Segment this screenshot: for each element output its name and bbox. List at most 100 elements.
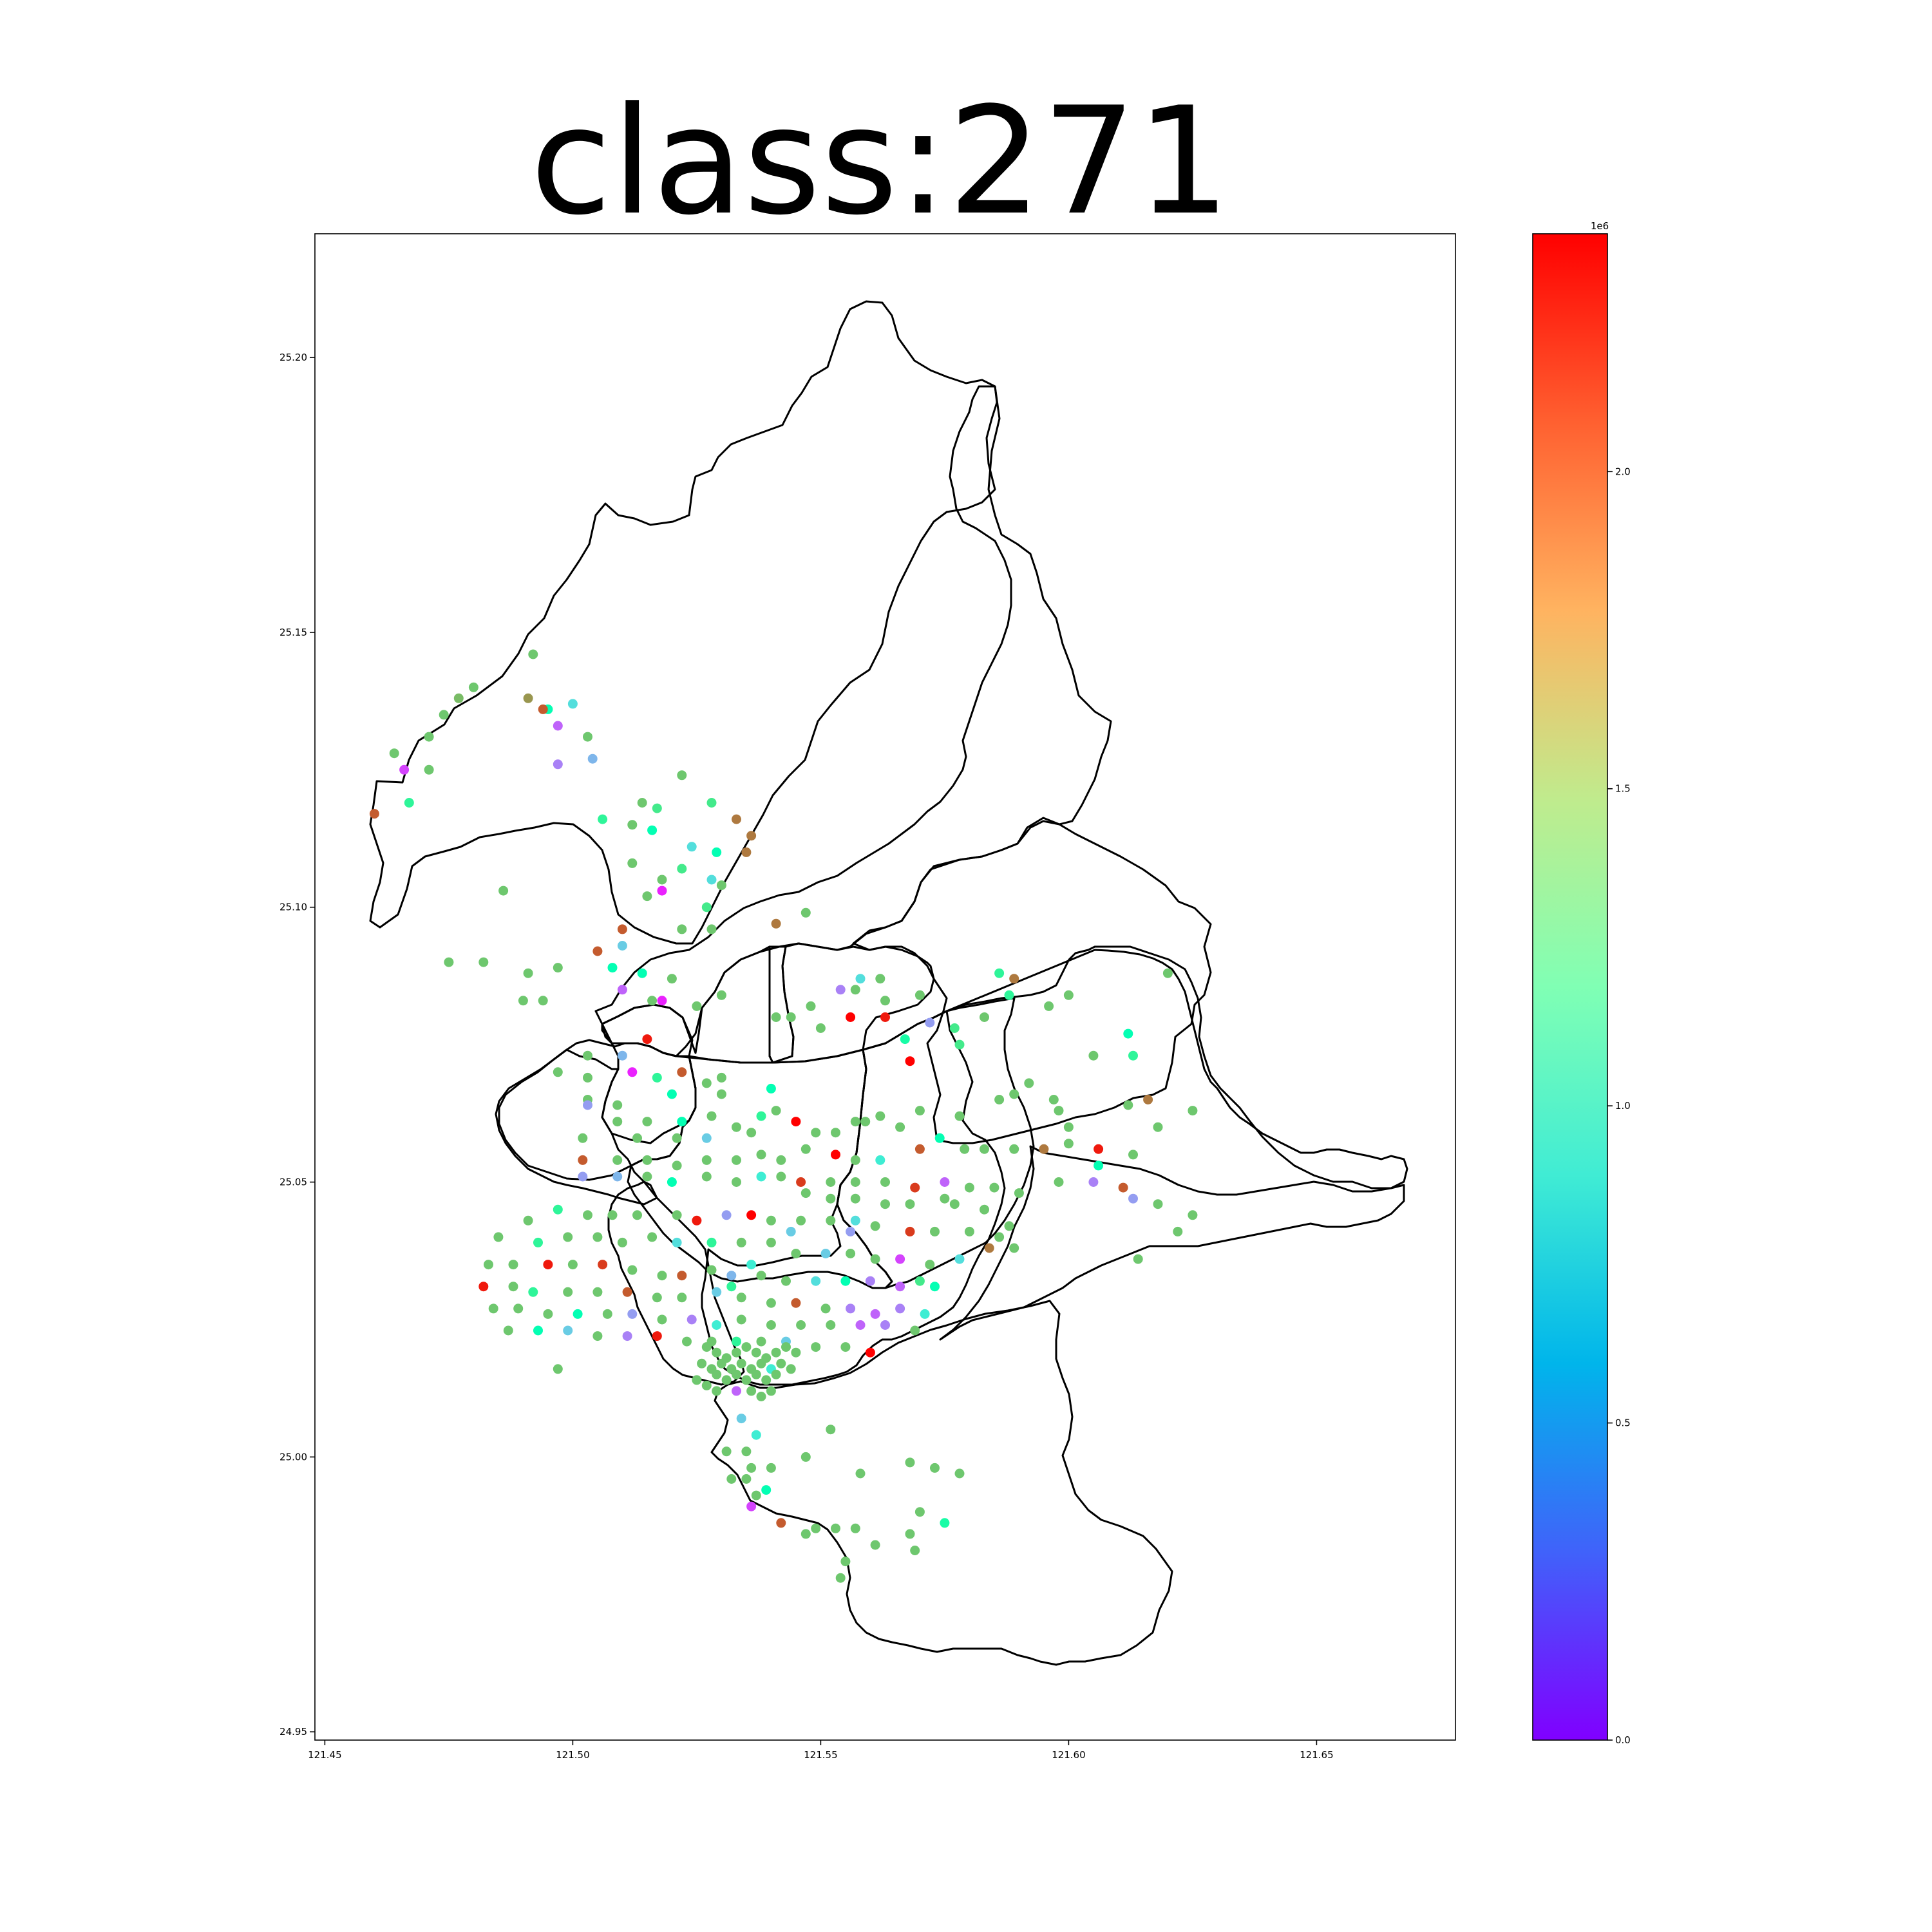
data-point bbox=[751, 1369, 761, 1379]
data-point bbox=[1133, 1254, 1143, 1264]
y-tick-label: 25.05 bbox=[279, 1177, 307, 1188]
data-point bbox=[444, 957, 454, 967]
data-point bbox=[632, 1133, 642, 1143]
data-point bbox=[637, 968, 647, 978]
data-point bbox=[553, 721, 563, 731]
data-point bbox=[424, 732, 434, 742]
data-point bbox=[840, 1557, 851, 1567]
data-point bbox=[835, 985, 846, 995]
data-point bbox=[632, 1210, 642, 1220]
plot-axes: 121.45 121.50 121.55 121.60 121.65 24.95 25.0… bbox=[279, 233, 1456, 1761]
data-point bbox=[746, 1128, 757, 1138]
data-point bbox=[543, 1260, 553, 1270]
data-point bbox=[796, 1215, 806, 1226]
data-point bbox=[920, 1309, 930, 1319]
data-point bbox=[736, 1237, 746, 1247]
data-point bbox=[846, 1012, 856, 1022]
data-point bbox=[786, 1364, 796, 1374]
data-point bbox=[716, 1358, 726, 1368]
data-point bbox=[826, 1215, 836, 1226]
data-point bbox=[677, 924, 687, 934]
data-point bbox=[533, 1237, 543, 1247]
data-point bbox=[508, 1260, 518, 1270]
data-point bbox=[880, 1199, 890, 1209]
data-point bbox=[865, 1276, 875, 1286]
data-point bbox=[1128, 1193, 1138, 1204]
data-point bbox=[766, 1083, 776, 1094]
data-point bbox=[503, 1325, 513, 1336]
boundary-wenshan bbox=[710, 1300, 1173, 1666]
data-point bbox=[563, 1325, 573, 1336]
boundary-wanhua2 bbox=[495, 1048, 658, 1206]
data-point bbox=[826, 1193, 836, 1204]
data-point bbox=[553, 1364, 563, 1374]
data-point bbox=[905, 1457, 915, 1468]
data-point bbox=[831, 1150, 840, 1160]
data-point bbox=[612, 1171, 623, 1182]
data-point bbox=[870, 1309, 880, 1319]
data-point bbox=[657, 1271, 667, 1281]
data-point bbox=[820, 1249, 831, 1258]
data-point bbox=[766, 1298, 776, 1308]
y-tick-label: 25.10 bbox=[279, 902, 307, 913]
data-point bbox=[756, 1336, 766, 1347]
data-point bbox=[756, 1150, 766, 1160]
data-point bbox=[657, 996, 667, 1006]
data-point bbox=[746, 1260, 757, 1270]
data-point bbox=[771, 918, 781, 929]
data-point bbox=[855, 974, 866, 984]
data-point bbox=[478, 957, 489, 967]
data-point bbox=[984, 1243, 994, 1253]
data-point bbox=[914, 1144, 925, 1154]
boundary-nangang bbox=[945, 945, 1408, 1189]
data-point bbox=[439, 710, 449, 720]
data-point bbox=[706, 798, 717, 808]
data-point bbox=[791, 1298, 801, 1308]
data-point bbox=[776, 1155, 786, 1165]
data-point bbox=[602, 1309, 612, 1319]
data-point bbox=[533, 1325, 543, 1336]
data-point bbox=[513, 1303, 524, 1314]
data-point bbox=[949, 1199, 960, 1209]
data-point bbox=[964, 1226, 974, 1236]
data-point bbox=[706, 1237, 717, 1247]
data-point bbox=[721, 1446, 732, 1457]
data-point bbox=[1009, 1144, 1019, 1154]
data-point bbox=[677, 864, 687, 874]
data-point bbox=[766, 1237, 776, 1247]
data-point bbox=[905, 1226, 915, 1236]
data-point bbox=[583, 1050, 592, 1061]
data-point bbox=[677, 1067, 687, 1077]
data-point bbox=[701, 1078, 712, 1088]
data-point bbox=[716, 990, 726, 1000]
data-point bbox=[831, 1128, 840, 1138]
data-point bbox=[761, 1485, 772, 1495]
data-point bbox=[712, 1287, 722, 1297]
colorbar-tick-label: 2.0 bbox=[1615, 466, 1631, 477]
data-point bbox=[563, 1287, 573, 1297]
data-point bbox=[642, 1155, 652, 1165]
data-point bbox=[1143, 1095, 1153, 1104]
data-point bbox=[627, 1067, 638, 1077]
data-point bbox=[980, 1204, 989, 1215]
data-point bbox=[910, 1325, 920, 1336]
data-point bbox=[850, 1193, 860, 1204]
data-point bbox=[627, 858, 638, 868]
data-point bbox=[523, 693, 533, 703]
plot-frame bbox=[314, 233, 1456, 1741]
data-point bbox=[543, 1309, 553, 1319]
data-point bbox=[726, 1474, 737, 1484]
data-point bbox=[1054, 1177, 1064, 1187]
data-point bbox=[578, 1133, 588, 1143]
data-point bbox=[712, 1369, 722, 1379]
data-point bbox=[791, 1117, 801, 1127]
data-point bbox=[592, 1331, 603, 1341]
data-point bbox=[1128, 1050, 1138, 1061]
data-point bbox=[811, 1276, 821, 1286]
data-point bbox=[647, 996, 658, 1006]
data-point bbox=[1094, 1144, 1104, 1154]
data-point bbox=[940, 1177, 950, 1187]
data-point bbox=[706, 1265, 717, 1275]
data-point bbox=[528, 649, 538, 659]
data-point bbox=[905, 1529, 915, 1539]
